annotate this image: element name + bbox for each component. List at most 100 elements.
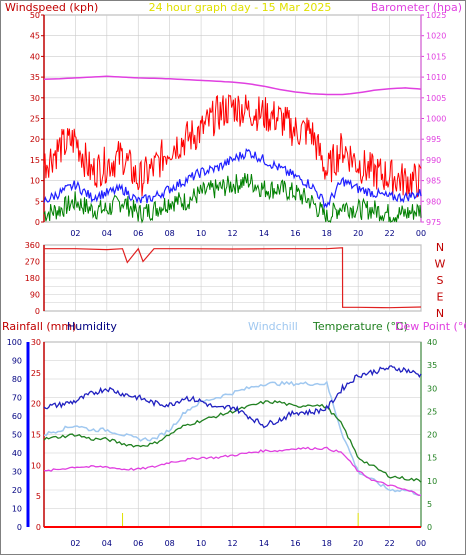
x-tick-label: 06 xyxy=(133,229,143,238)
compass-label: N xyxy=(436,241,444,254)
windspeed-tick-label: 30 xyxy=(30,94,40,103)
chart-title: 24 hour graph day - 15 Mar 2025 xyxy=(149,1,332,14)
temperature-tick-label: 40 xyxy=(427,338,437,347)
x-tick-label: 18 xyxy=(322,539,332,548)
series-line-average-wind xyxy=(43,147,422,210)
humidity-tick-label: 80 xyxy=(12,375,22,384)
x-tick-label: 00 xyxy=(416,539,426,548)
humidity-tick-label: 20 xyxy=(12,486,22,495)
humidity-tick-label: 40 xyxy=(12,449,22,458)
humidity-tick-label: 0 xyxy=(17,523,22,532)
x-tick-label: 22 xyxy=(384,229,394,238)
temperature-humidity-panel: 0102030405060708090100051015202530051015… xyxy=(7,338,437,548)
rainfall-tick-label: 5 xyxy=(36,492,41,501)
temperature-tick-label: 10 xyxy=(427,477,437,486)
x-tick-label: 06 xyxy=(133,539,143,548)
rainfall-tick-label: 10 xyxy=(31,461,41,470)
series-line-wind-direction xyxy=(44,247,422,309)
direction-tick-label: 0 xyxy=(35,307,40,316)
compass-label: E xyxy=(437,291,444,304)
windspeed-tick-label: 10 xyxy=(30,177,40,186)
windspeed-tick-label: 0 xyxy=(35,218,40,227)
direction-tick-label: 360 xyxy=(25,241,40,250)
rainfall-axis-label: Rainfall (mm) xyxy=(2,320,76,333)
compass-label: W xyxy=(435,258,446,271)
x-tick-label: 02 xyxy=(70,539,80,548)
humidity-tick-label: 30 xyxy=(12,468,22,477)
series-line-barometer xyxy=(43,75,422,96)
barometer-tick-label: 1025 xyxy=(426,11,446,20)
direction-tick-label: 90 xyxy=(30,291,40,300)
barometer-tick-label: 990 xyxy=(426,156,441,165)
direction-tick-label: 270 xyxy=(25,258,40,267)
series-line-dewpoint xyxy=(43,446,422,497)
wind-barometer-panel: 0510152025303540455097598098599099510001… xyxy=(30,11,447,238)
series-line-gust xyxy=(43,94,422,199)
barometer-tick-label: 975 xyxy=(426,218,441,227)
barometer-tick-label: 1020 xyxy=(426,32,446,41)
temperature-tick-label: 25 xyxy=(427,407,437,416)
barometer-tick-label: 1015 xyxy=(426,52,446,61)
x-tick-label: 18 xyxy=(322,229,332,238)
x-tick-label: 16 xyxy=(290,539,300,548)
humidity-tick-label: 70 xyxy=(12,394,22,403)
windchill-legend-label: Windchill xyxy=(248,320,298,333)
temperature-tick-label: 20 xyxy=(427,431,437,440)
dewpoint-legend-label: Dew Point (°C) xyxy=(395,320,466,333)
barometer-tick-label: 985 xyxy=(426,177,441,186)
rainfall-tick-label: 20 xyxy=(31,400,41,409)
temperature-tick-label: 0 xyxy=(427,523,432,532)
windspeed-tick-label: 40 xyxy=(30,52,40,61)
barometer-tick-label: 980 xyxy=(426,197,441,206)
temperature-tick-label: 15 xyxy=(427,454,437,463)
x-tick-label: 20 xyxy=(353,539,363,548)
rainfall-tick-label: 25 xyxy=(31,369,41,378)
humidity-tick-label: 10 xyxy=(12,505,22,514)
rainfall-tick-label: 30 xyxy=(31,338,41,347)
windspeed-tick-label: 25 xyxy=(30,115,40,124)
x-tick-label: 08 xyxy=(165,539,175,548)
x-tick-label: 16 xyxy=(290,229,300,238)
x-tick-label: 22 xyxy=(384,539,394,548)
series-line-low-wind xyxy=(43,173,422,224)
x-tick-label: 10 xyxy=(196,229,206,238)
windspeed-tick-label: 5 xyxy=(35,197,40,206)
barometer-tick-label: 995 xyxy=(426,135,441,144)
temperature-tick-label: 30 xyxy=(427,384,437,393)
compass-label: S xyxy=(437,274,444,287)
x-tick-label: 20 xyxy=(353,229,363,238)
windspeed-tick-label: 35 xyxy=(30,73,40,82)
x-tick-label: 08 xyxy=(165,229,175,238)
windspeed-tick-label: 15 xyxy=(30,156,40,165)
windspeed-tick-label: 50 xyxy=(30,11,40,20)
windspeed-tick-label: 20 xyxy=(30,135,40,144)
humidity-axis-label: Humidity xyxy=(67,320,117,333)
barometer-tick-label: 1000 xyxy=(426,115,446,124)
direction-tick-label: 180 xyxy=(25,274,40,283)
rainfall-tick-label: 15 xyxy=(31,431,41,440)
rainfall-tick-label: 0 xyxy=(36,523,41,532)
humidity-tick-label: 60 xyxy=(12,412,22,421)
series-line-temperature xyxy=(43,400,422,483)
humidity-tick-label: 50 xyxy=(12,431,22,440)
compass-label: N xyxy=(436,307,444,320)
series-line-humidity xyxy=(43,365,422,429)
x-tick-label: 10 xyxy=(196,539,206,548)
temperature-tick-label: 35 xyxy=(427,361,437,370)
x-tick-label: 14 xyxy=(259,229,269,238)
x-tick-label: 00 xyxy=(416,229,426,238)
x-tick-label: 04 xyxy=(102,229,112,238)
x-tick-label: 14 xyxy=(259,539,269,548)
temperature-tick-label: 5 xyxy=(427,500,432,509)
x-tick-label: 12 xyxy=(227,229,237,238)
windspeed-axis-label: Windspeed (kph) xyxy=(5,1,98,14)
x-tick-label: 02 xyxy=(70,229,80,238)
humidity-tick-label: 100 xyxy=(7,338,22,347)
x-tick-label: 12 xyxy=(227,539,237,548)
x-tick-label: 04 xyxy=(102,539,112,548)
barometer-tick-label: 1010 xyxy=(426,73,446,82)
series-line-windchill xyxy=(43,380,422,497)
